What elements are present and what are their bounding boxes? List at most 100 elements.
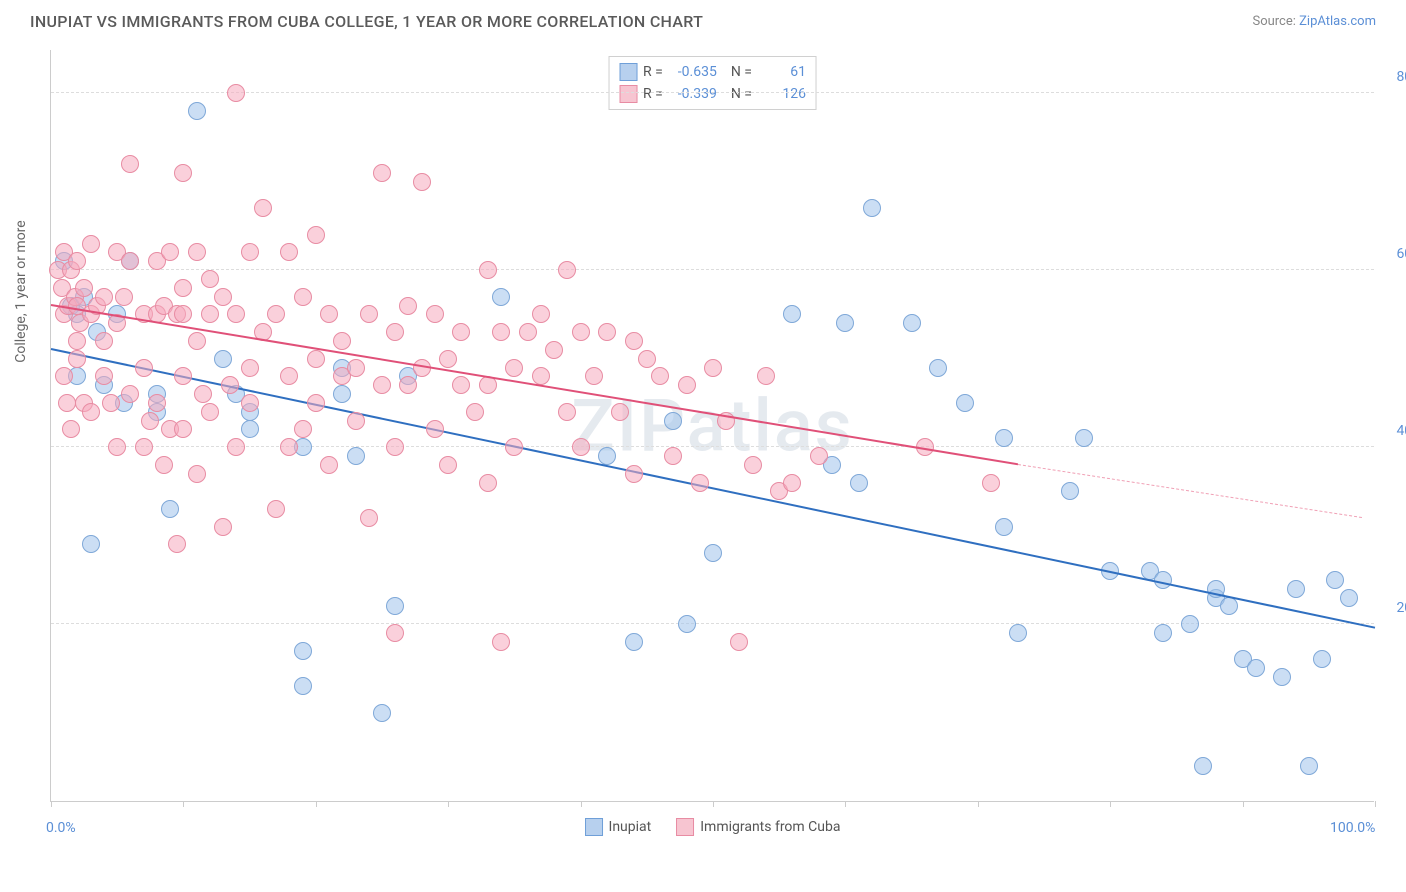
scatter-point bbox=[174, 279, 192, 297]
x-tick bbox=[581, 801, 582, 807]
legend-n-value: 61 bbox=[758, 64, 806, 80]
scatter-point bbox=[333, 385, 351, 403]
scatter-point bbox=[439, 350, 457, 368]
series-legend-item: Immigrants from Cuba bbox=[676, 818, 840, 836]
scatter-point bbox=[373, 376, 391, 394]
scatter-point bbox=[744, 456, 762, 474]
scatter-point bbox=[95, 288, 113, 306]
scatter-point bbox=[280, 367, 298, 385]
x-tick bbox=[713, 801, 714, 807]
scatter-point bbox=[572, 438, 590, 456]
scatter-chart: ZIPatlas College, 1 year or more R =-0.6… bbox=[50, 50, 1374, 802]
scatter-point bbox=[386, 624, 404, 642]
scatter-point bbox=[294, 677, 312, 695]
scatter-point bbox=[161, 243, 179, 261]
scatter-point bbox=[704, 544, 722, 562]
scatter-point bbox=[1247, 659, 1265, 677]
scatter-point bbox=[757, 367, 775, 385]
scatter-point bbox=[956, 394, 974, 412]
legend-n-label: N = bbox=[731, 64, 752, 80]
series-legend-label: Inupiat bbox=[609, 819, 652, 835]
legend-swatch bbox=[619, 63, 637, 81]
scatter-point bbox=[174, 420, 192, 438]
scatter-point bbox=[294, 420, 312, 438]
scatter-point bbox=[598, 323, 616, 341]
series-legend-label: Immigrants from Cuba bbox=[700, 819, 840, 835]
scatter-point bbox=[452, 323, 470, 341]
scatter-point bbox=[850, 474, 868, 492]
scatter-point bbox=[307, 226, 325, 244]
scatter-point bbox=[82, 235, 100, 253]
scatter-point bbox=[1154, 624, 1172, 642]
scatter-point bbox=[82, 535, 100, 553]
scatter-point bbox=[492, 323, 510, 341]
scatter-point bbox=[678, 376, 696, 394]
scatter-point bbox=[320, 305, 338, 323]
scatter-point bbox=[810, 447, 828, 465]
scatter-point bbox=[1194, 757, 1212, 775]
scatter-point bbox=[68, 252, 86, 270]
scatter-point bbox=[108, 438, 126, 456]
scatter-point bbox=[227, 84, 245, 102]
scatter-point bbox=[1313, 650, 1331, 668]
scatter-point bbox=[241, 359, 259, 377]
scatter-point bbox=[783, 474, 801, 492]
legend-n-value: 126 bbox=[758, 86, 806, 102]
scatter-point bbox=[929, 359, 947, 377]
scatter-point bbox=[386, 438, 404, 456]
source-link[interactable]: ZipAtlas.com bbox=[1299, 14, 1376, 29]
scatter-point bbox=[188, 243, 206, 261]
scatter-point bbox=[505, 438, 523, 456]
scatter-point bbox=[691, 474, 709, 492]
scatter-point bbox=[148, 394, 166, 412]
legend-r-value: -0.339 bbox=[669, 86, 717, 102]
scatter-point bbox=[121, 155, 139, 173]
legend-swatch bbox=[676, 818, 694, 836]
scatter-point bbox=[1326, 571, 1344, 589]
scatter-point bbox=[995, 429, 1013, 447]
scatter-point bbox=[135, 359, 153, 377]
scatter-point bbox=[479, 261, 497, 279]
scatter-point bbox=[280, 438, 298, 456]
scatter-point bbox=[439, 456, 457, 474]
scatter-point bbox=[1181, 615, 1199, 633]
scatter-point bbox=[62, 420, 80, 438]
scatter-point bbox=[558, 403, 576, 421]
y-tick-label: 40.0% bbox=[1396, 423, 1406, 439]
scatter-point bbox=[155, 456, 173, 474]
x-tick bbox=[978, 801, 979, 807]
scatter-point bbox=[625, 633, 643, 651]
scatter-point bbox=[1061, 482, 1079, 500]
scatter-point bbox=[572, 323, 590, 341]
scatter-point bbox=[320, 456, 338, 474]
legend-r-value: -0.635 bbox=[669, 64, 717, 80]
scatter-point bbox=[982, 474, 1000, 492]
x-tick bbox=[1110, 801, 1111, 807]
scatter-point bbox=[373, 704, 391, 722]
x-tick bbox=[183, 801, 184, 807]
source-attribution: Source: ZipAtlas.com bbox=[1252, 14, 1376, 29]
scatter-point bbox=[360, 305, 378, 323]
x-tick bbox=[845, 801, 846, 807]
gridline-h bbox=[51, 92, 1374, 93]
scatter-point bbox=[1009, 624, 1027, 642]
x-tick-label: 0.0% bbox=[46, 820, 76, 836]
x-tick bbox=[1243, 801, 1244, 807]
x-tick-label: 100.0% bbox=[1330, 820, 1375, 836]
scatter-point bbox=[1220, 597, 1238, 615]
scatter-point bbox=[479, 474, 497, 492]
scatter-point bbox=[863, 199, 881, 217]
scatter-point bbox=[201, 403, 219, 421]
scatter-point bbox=[254, 199, 272, 217]
scatter-point bbox=[704, 359, 722, 377]
scatter-point bbox=[492, 633, 510, 651]
scatter-point bbox=[267, 500, 285, 518]
x-tick bbox=[448, 801, 449, 807]
scatter-point bbox=[399, 297, 417, 315]
chart-title: INUPIAT VS IMMIGRANTS FROM CUBA COLLEGE,… bbox=[30, 12, 703, 31]
scatter-point bbox=[519, 323, 537, 341]
scatter-point bbox=[241, 243, 259, 261]
scatter-point bbox=[625, 465, 643, 483]
scatter-point bbox=[664, 447, 682, 465]
scatter-point bbox=[651, 367, 669, 385]
